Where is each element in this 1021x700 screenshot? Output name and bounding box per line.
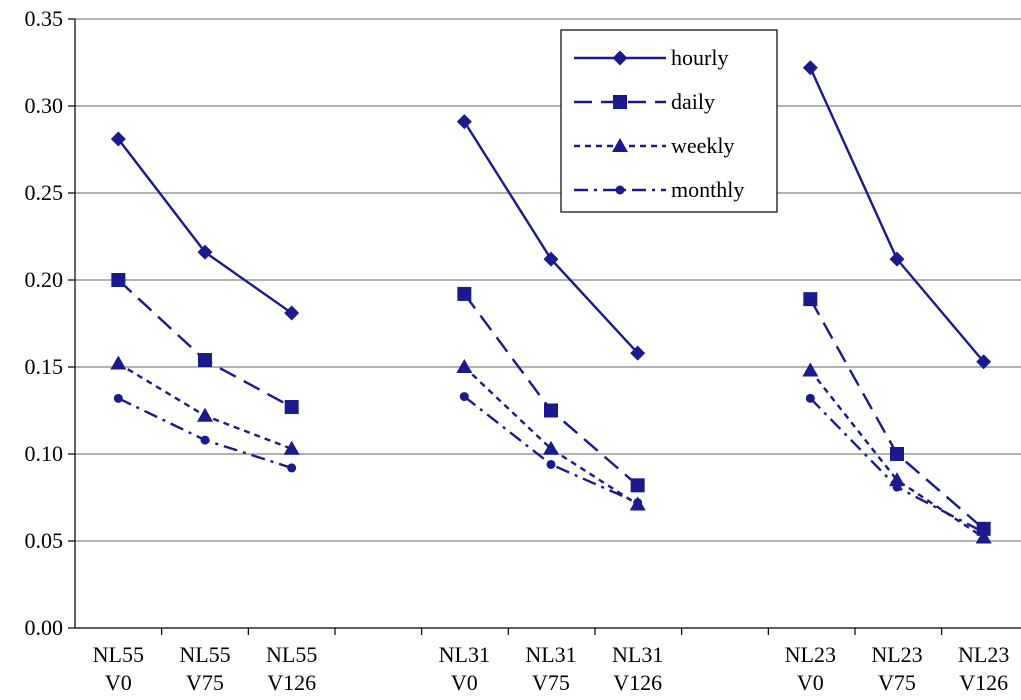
data-point-monthly [633,498,643,508]
x-tick-label: NL55 [93,642,144,667]
data-point-daily [890,447,904,461]
x-tick-label: V0 [105,670,132,695]
y-tick-label: 0.35 [25,6,64,31]
data-point-monthly [113,393,123,403]
x-tick-label: NL31 [439,642,490,667]
legend-box [560,29,778,213]
series-hourly [110,60,992,370]
y-tick-label: 0.10 [25,441,64,466]
axes: 0.00 0.05 0.10 0.15 0.20 0.25 0.30 0.35 NL55 V0 NL… [25,6,1021,695]
data-point-daily [803,292,818,307]
data-point-hourly [456,114,472,130]
data-point-daily [544,403,558,418]
x-tick-label: NL23 [958,642,1009,667]
y-tick-label: 0.05 [25,528,64,553]
legend-label: daily [671,89,715,114]
legend: hourly daily weekly monthly [560,29,778,213]
y-tick-label: 0.00 [25,615,64,640]
x-tick-label: V0 [451,670,478,695]
data-point-monthly [459,392,469,402]
data-point-monthly [200,435,210,445]
data-point-weekly [283,440,300,455]
x-tick-label: V75 [186,670,224,695]
data-point-daily [111,273,126,287]
data-point-hourly [889,251,905,267]
x-tick-label: V0 [797,670,824,695]
legend-marker [612,138,628,152]
data-point-weekly [543,440,559,455]
data-point-monthly [892,482,902,492]
y-tick-label: 0.15 [25,354,64,379]
data-point-daily [457,286,472,301]
data-point-monthly [979,527,989,537]
x-tick-label: NL23 [871,642,922,667]
series-monthly [113,392,989,537]
data-point-daily [198,353,212,368]
y-tick-label: 0.30 [25,93,64,118]
data-point-hourly [197,244,213,260]
legend-label: hourly [671,45,728,70]
series-line-weekly [463,366,639,506]
legend-label: monthly [671,177,744,202]
series-line-monthly [463,395,639,504]
x-tick-label: NL55 [179,642,230,667]
data-point-daily [630,478,645,493]
x-tick-label: V126 [613,670,662,695]
y-tick-label: 0.25 [25,180,64,205]
data-point-weekly [110,355,127,370]
data-point-hourly [543,251,559,267]
data-point-weekly [802,362,819,377]
legend-label: weekly [671,133,735,158]
data-point-weekly [197,407,213,422]
x-tick-label: V75 [878,670,916,695]
x-tick-label: NL23 [785,642,836,667]
legend-item-weekly: weekly [574,133,735,158]
data-point-weekly [456,359,473,373]
data-point-hourly [976,354,992,370]
series-weekly [110,355,992,544]
grid-lines [75,18,1021,542]
data-point-daily [284,400,299,415]
x-tick-label: NL31 [612,642,663,667]
legend-marker [613,95,627,109]
data-point-monthly [805,393,815,403]
data-point-monthly [546,459,556,469]
series-line-weekly [809,369,985,539]
x-tick-label: V75 [532,670,570,695]
data-point-hourly [802,60,818,76]
legend-item-hourly: hourly [574,45,728,70]
x-tick-label: V126 [959,670,1008,695]
legend-item-daily: daily [574,89,715,114]
legend-item-monthly: monthly [574,177,744,202]
data-point-hourly [110,131,126,147]
x-tick-label: V126 [267,670,316,695]
series-layer [110,60,992,544]
x-tick-label: NL31 [525,642,576,667]
data-point-monthly [287,463,297,473]
legend-marker [612,50,628,66]
data-point-hourly [284,305,300,321]
data-point-hourly [630,345,646,361]
series-daily [111,273,991,536]
x-tick-label: NL55 [266,642,317,667]
legend-marker [615,185,625,195]
y-tick-label: 0.20 [25,267,64,292]
